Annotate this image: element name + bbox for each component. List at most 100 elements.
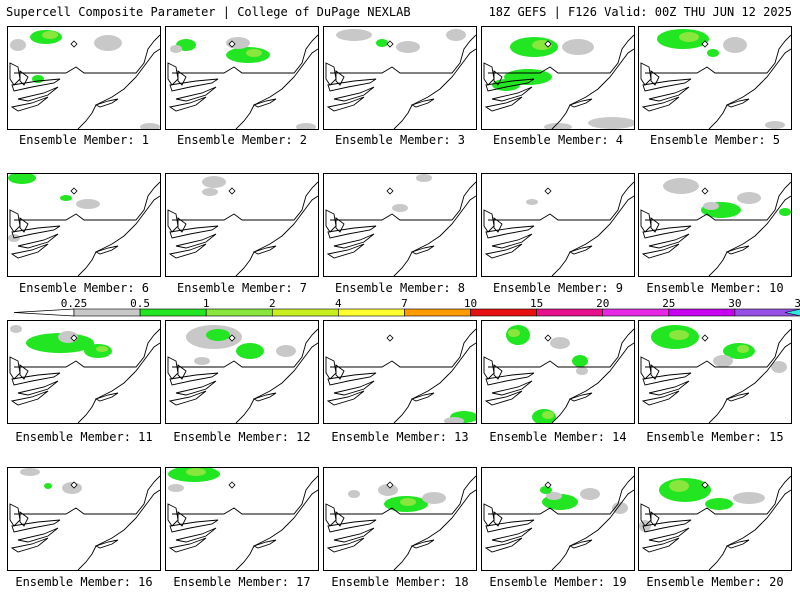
map-outline (641, 96, 680, 112)
parameter-field-contour (562, 39, 594, 55)
map-outline (642, 225, 692, 239)
map-outline (335, 364, 345, 380)
map-outline (167, 62, 179, 86)
map-outline (483, 503, 495, 527)
parameter-field-contour (576, 367, 588, 375)
map-outline (708, 48, 791, 129)
map-outline (485, 225, 535, 239)
ensemble-map-panel (323, 173, 477, 277)
map-outline (642, 519, 692, 533)
ensemble-map-panel (7, 320, 161, 424)
parameter-field-contour (10, 39, 26, 51)
ensemble-map (325, 29, 476, 129)
parameter-field-contour (400, 498, 416, 506)
map-outline (77, 195, 160, 276)
parameter-field-contour (8, 174, 36, 184)
map-outline (493, 217, 503, 233)
ensemble-map-panel (481, 26, 635, 130)
color-scale-tick-label: 35 (794, 298, 800, 310)
parameter-field-contour (707, 49, 719, 57)
parameter-field-contour (669, 480, 689, 492)
map-outline (568, 245, 593, 255)
map-outline (410, 539, 435, 549)
map-outline (493, 364, 503, 380)
parameter-field-contour (140, 123, 160, 129)
map-outline (252, 245, 277, 255)
color-scale-tick-label: 0.5 (130, 298, 150, 310)
map-outline (641, 390, 680, 406)
parameter-field-contour (612, 502, 628, 514)
color-scale-tick-label: 25 (662, 298, 675, 310)
map-outline (645, 34, 791, 74)
color-scale-tick-label: 7 (401, 298, 408, 310)
ensemble-map (167, 468, 318, 570)
ensemble-member-label: Ensemble Member: 7 (176, 281, 308, 295)
color-scale-swatch (139, 308, 207, 317)
map-outline (252, 392, 277, 402)
map-outline (648, 233, 690, 249)
map-outline (172, 34, 318, 74)
parameter-field-contour (376, 39, 388, 47)
ensemble-member-label: Ensemble Member: 2 (176, 133, 308, 147)
location-marker (228, 187, 236, 195)
map-outline (326, 243, 365, 259)
parameter-field-contour (276, 345, 296, 357)
map-outline (725, 245, 750, 255)
map-outline (19, 217, 29, 233)
location-marker (228, 40, 236, 48)
map-outline (640, 209, 652, 233)
map-outline (327, 225, 377, 239)
parameter-field-contour (669, 330, 689, 340)
ensemble-member-label: Ensemble Member: 10 (646, 281, 784, 295)
color-scale-right-tip (784, 308, 800, 317)
ensemble-map (9, 325, 160, 423)
map-outline (640, 356, 652, 380)
parameter-field-contour (723, 37, 747, 53)
header-right-title: 18Z GEFS | F126 Valid: 00Z THU JUN 12 20… (488, 5, 792, 19)
map-outline (648, 527, 690, 543)
map-outline (327, 519, 377, 533)
parameter-field-contour (544, 123, 572, 129)
parameter-field-contour (42, 31, 58, 39)
parameter-field-contour (737, 192, 761, 204)
ensemble-map-panel (638, 467, 792, 571)
ensemble-map (325, 475, 476, 570)
ensemble-map (167, 34, 318, 129)
parameter-field-contour (348, 490, 360, 498)
map-outline (17, 380, 59, 396)
ensemble-map-panel (165, 26, 319, 130)
map-outline (10, 96, 49, 112)
ensemble-map-panel (7, 467, 161, 571)
map-outline (483, 356, 495, 380)
map-outline (568, 98, 593, 108)
map-outline (177, 217, 187, 233)
map-outline (335, 70, 345, 86)
map-outline (410, 245, 435, 255)
map-outline (11, 78, 61, 92)
ensemble-map (325, 174, 476, 276)
location-marker (228, 481, 236, 489)
map-outline (9, 503, 21, 527)
ensemble-map-panel (481, 173, 635, 277)
map-outline (169, 225, 219, 239)
color-scale-tick-label: 4 (335, 298, 342, 310)
location-marker (228, 334, 236, 342)
map-outline (168, 390, 207, 406)
location-marker (544, 40, 552, 48)
map-outline (175, 86, 217, 102)
ensemble-map-panel (323, 320, 477, 424)
parameter-field-contour (526, 199, 538, 205)
location-marker (386, 187, 394, 195)
map-outline (640, 503, 652, 527)
map-outline (172, 181, 318, 221)
parameter-field-contour (202, 176, 226, 188)
map-outline (94, 539, 119, 549)
ensemble-map (640, 29, 791, 129)
parameter-field-contour (170, 45, 182, 53)
parameter-field-contour (202, 188, 218, 196)
ensemble-member-label: Ensemble Member: 8 (334, 281, 466, 295)
map-outline (235, 195, 318, 276)
map-outline (493, 70, 503, 86)
ensemble-member-label: Ensemble Member: 13 (331, 430, 469, 444)
map-outline (14, 34, 160, 74)
